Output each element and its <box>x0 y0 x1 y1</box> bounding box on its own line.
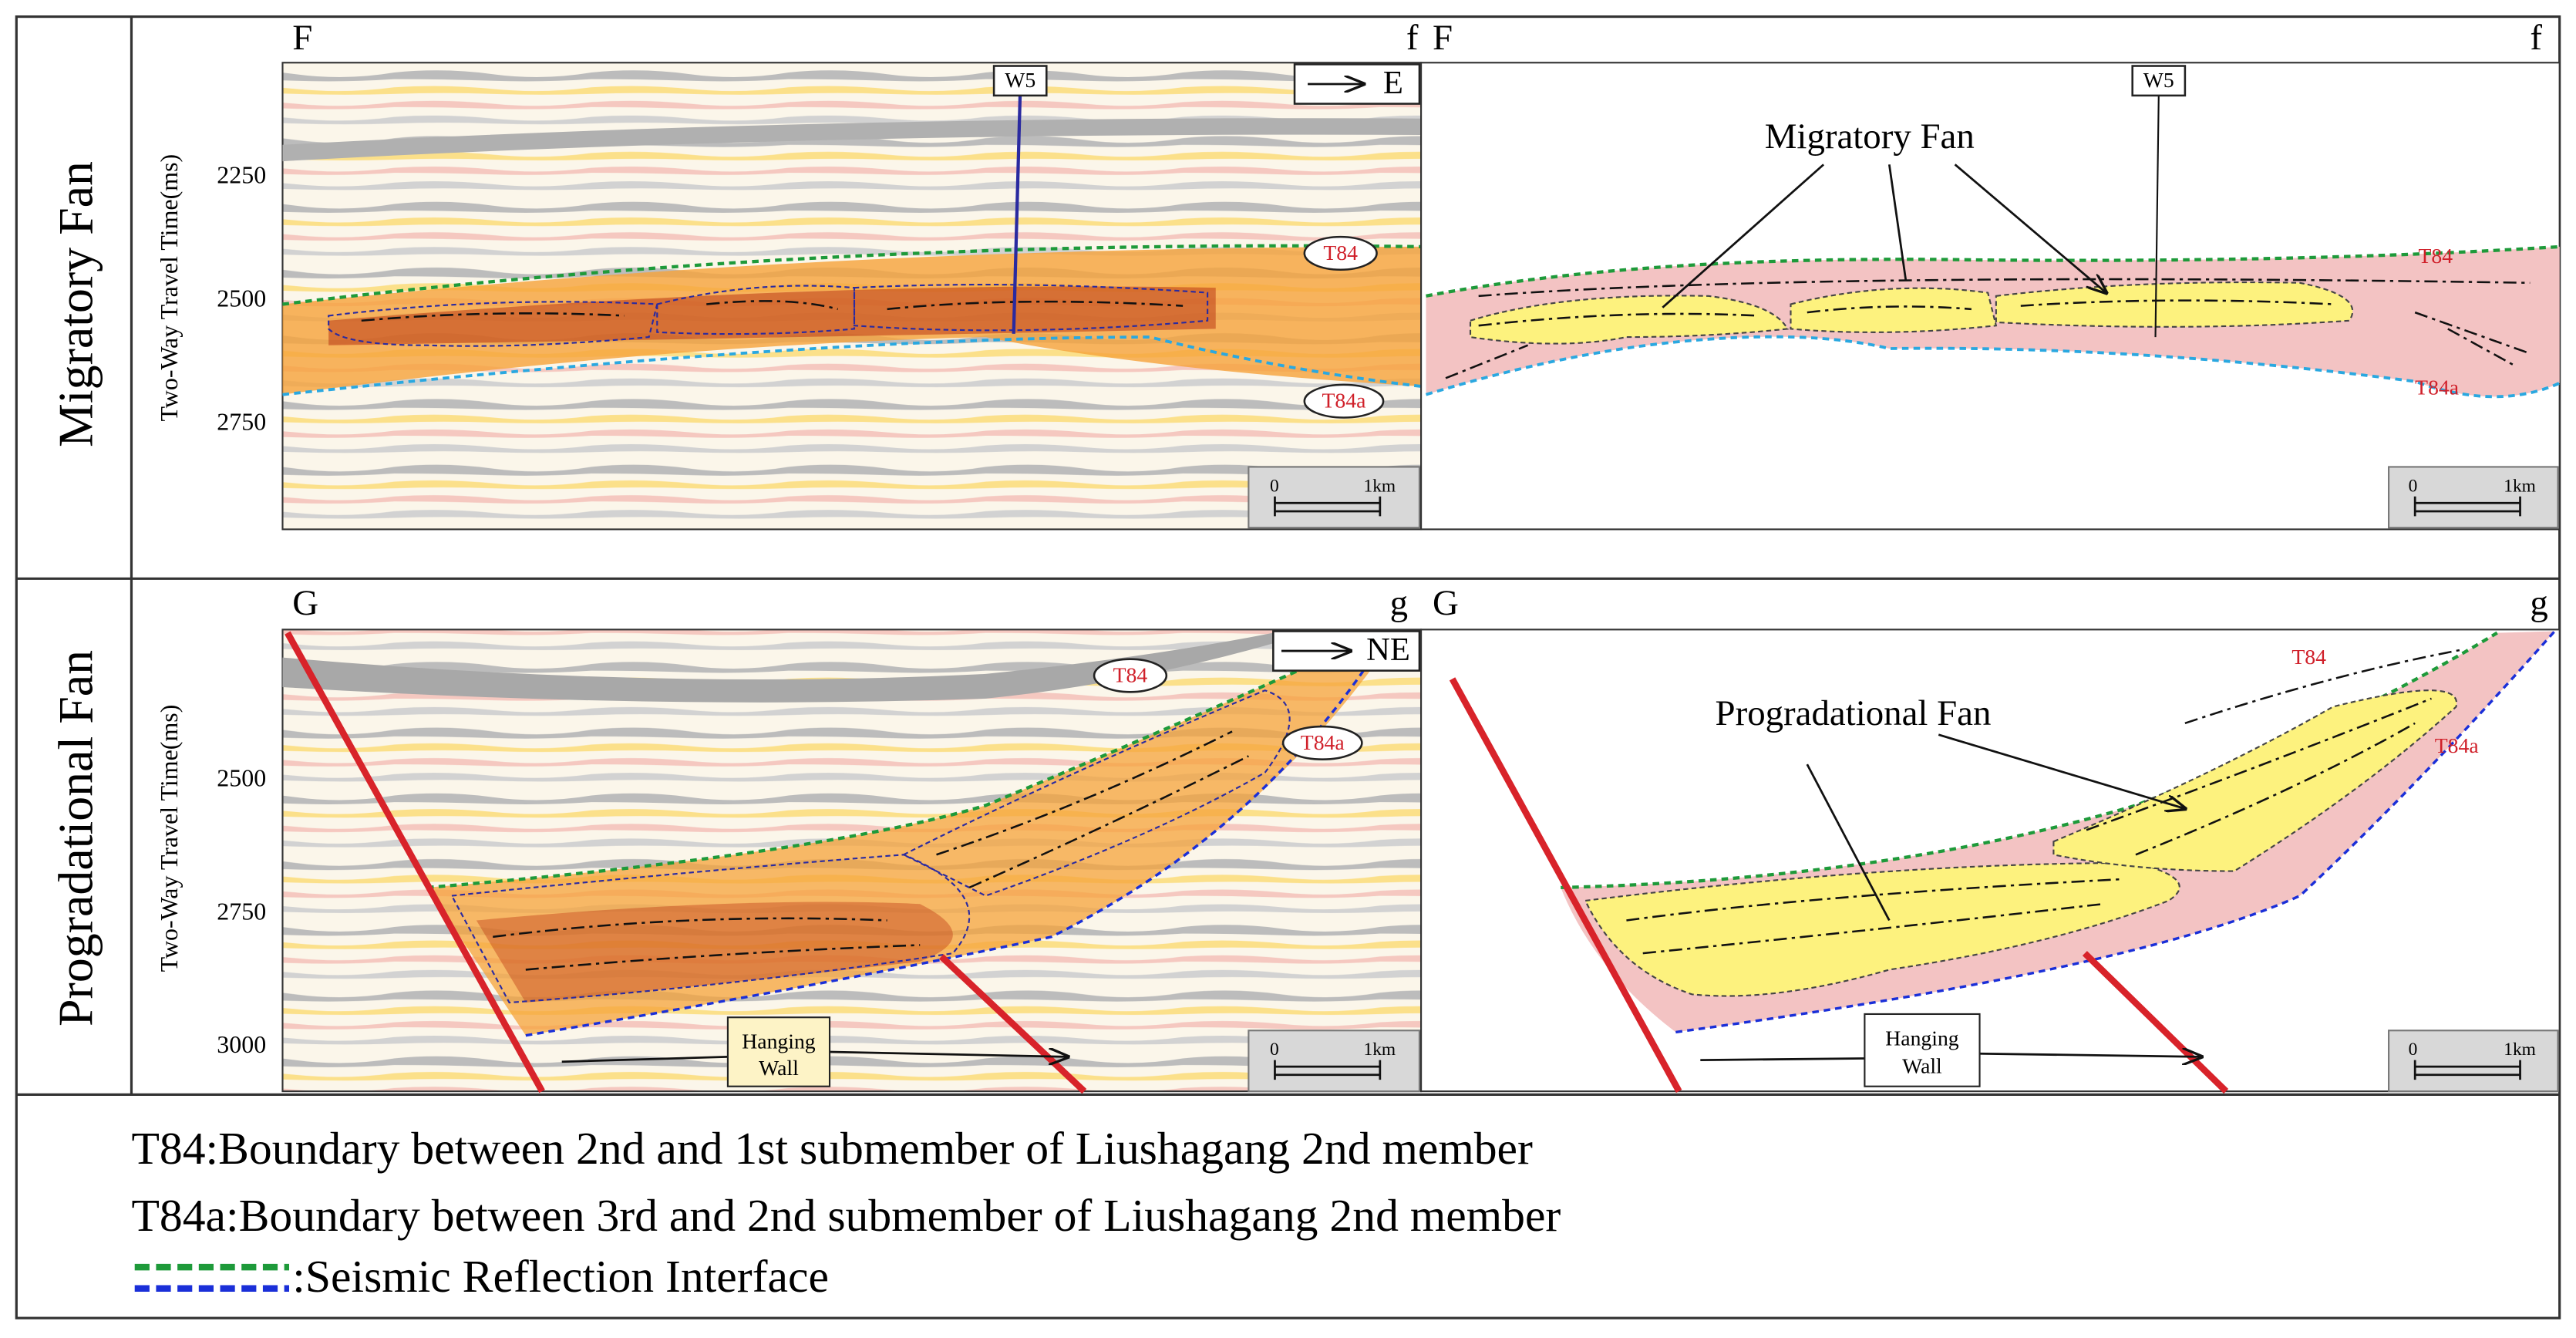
scale-box <box>2388 1030 2559 1093</box>
well-box <box>2131 65 2187 97</box>
scale-label: 1km <box>2504 476 2536 496</box>
axis-label: Two-Way Travel Time(ms) <box>156 154 183 422</box>
section-letter: F <box>292 18 312 58</box>
shape <box>1806 733 2185 922</box>
well-box <box>992 65 1048 97</box>
horizon-tag <box>1303 383 1385 419</box>
scale-bar <box>1274 1060 1382 1080</box>
section-letter: f <box>2530 18 2542 58</box>
well-label: W5 <box>1005 68 1035 92</box>
scale-bar <box>1274 496 1382 517</box>
seismic-panel <box>281 62 1423 531</box>
shape <box>328 301 658 347</box>
hanging-wall-label: Hanging <box>1885 1026 1959 1050</box>
shape <box>1425 335 2561 399</box>
shape <box>2052 689 2458 872</box>
shape <box>426 641 1380 1036</box>
shape <box>1626 648 2465 955</box>
section-letter: G <box>1433 583 1459 623</box>
shape <box>1469 295 1789 345</box>
horizon-label: T84 <box>1323 241 1358 265</box>
shape <box>1662 163 2106 307</box>
horizon-tag <box>1303 235 1378 271</box>
horizon-label: T84 <box>1113 663 1148 687</box>
horizon-label: T84a <box>1301 730 1345 754</box>
horizon-label: T84 <box>2418 244 2453 268</box>
horizon-tag <box>1281 725 1363 760</box>
tick-label: 2750 <box>217 408 266 435</box>
shape <box>853 284 1209 332</box>
shape <box>282 335 1422 396</box>
shape <box>525 665 1369 1037</box>
scale-label: 0 <box>2409 1040 2418 1060</box>
shape <box>2154 95 2160 338</box>
fan-label: Progradational Fan <box>1716 693 1992 733</box>
tick-label: 2250 <box>217 162 266 189</box>
shape <box>1445 278 2531 379</box>
interpretation-panel <box>1420 629 2561 1094</box>
hanging-wall-label: Hanging <box>742 1030 816 1053</box>
shape <box>1012 90 1022 334</box>
scale-label: 0 <box>1270 1040 1279 1060</box>
fan-label: Migratory Fan <box>1765 116 1975 157</box>
interpretation-panel <box>1420 62 2561 531</box>
axis-label: Two-Way Travel Time(ms) <box>156 705 183 972</box>
tick-label: 2500 <box>217 765 266 792</box>
section-letter: f <box>1406 18 1419 58</box>
tick-label: 2500 <box>217 285 266 312</box>
scale-label: 1km <box>1364 1040 1396 1060</box>
horizon-label: T84a <box>2415 376 2459 399</box>
shape <box>1426 244 2560 298</box>
tick-label: 3000 <box>217 1031 266 1058</box>
scale-label: 0 <box>2409 476 2418 496</box>
tick-label: 2750 <box>217 898 266 925</box>
row-label: Migratory Fan <box>48 161 103 447</box>
well-label: W5 <box>2143 68 2174 92</box>
shape <box>493 730 1249 971</box>
shape <box>282 118 1422 162</box>
horizon-label: T84 <box>2291 645 2326 669</box>
shape <box>656 285 856 335</box>
scale-bar <box>2413 1060 2521 1080</box>
scale-bar <box>2413 496 2521 517</box>
section-letter: g <box>1390 583 1408 623</box>
scale-box <box>1248 1030 1421 1093</box>
legend-text: :Seismic Reflection Interface <box>292 1251 829 1302</box>
scale-box <box>1248 466 1421 529</box>
scale-label: 1km <box>1364 476 1396 496</box>
seismic-panel <box>281 629 1423 1094</box>
hanging-wall-box <box>726 1016 831 1087</box>
shape <box>282 244 1422 306</box>
horizon-label: T84a <box>1322 389 1365 413</box>
shape <box>901 689 1291 897</box>
hanging-wall-label: Wall <box>1902 1054 1942 1078</box>
legend-text: T84a:Boundary between 3rd and 2nd submem… <box>131 1190 1561 1241</box>
hanging-wall-label: Wall <box>759 1056 799 1080</box>
shape <box>282 631 1315 703</box>
shape <box>476 902 953 1003</box>
horizon-label: T84a <box>2435 733 2479 757</box>
scale-label: 0 <box>1270 476 1279 496</box>
scale-box <box>2388 466 2559 529</box>
legend-text: T84:Boundary between 2nd and 1st submemb… <box>131 1123 1533 1174</box>
hanging-wall-box <box>1864 1013 1981 1087</box>
shape <box>361 300 1184 322</box>
section-letter: g <box>2530 583 2547 623</box>
shape <box>1700 1053 2201 1060</box>
hanging-wall-arrow <box>561 1052 1068 1062</box>
direction-label: NE <box>1366 632 1410 668</box>
shape <box>1790 287 1998 333</box>
section-letter: G <box>292 583 318 623</box>
section-letter: F <box>1433 18 1453 58</box>
horizon-tag <box>1093 658 1168 693</box>
shape <box>426 639 1365 890</box>
scale-label: 1km <box>2504 1040 2536 1060</box>
direction-label: E <box>1383 65 1403 101</box>
shape <box>450 854 971 1004</box>
row-label: Progradational Fan <box>48 650 103 1026</box>
